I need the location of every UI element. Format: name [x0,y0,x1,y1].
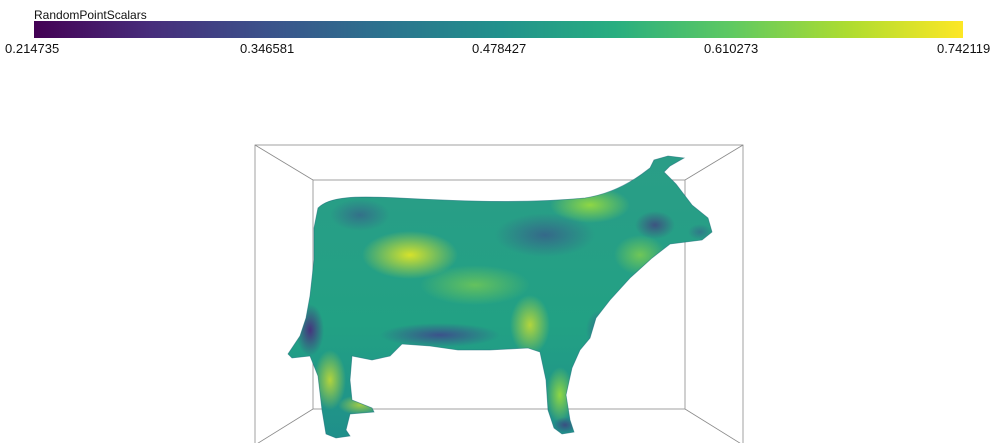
scalar-bar-tick-0: 0.214735 [5,41,60,56]
scalar-bar-gradient [34,21,963,38]
scalar-bar-tick-2: 0.478427 [472,41,527,56]
scalar-bar-tick-4: 0.742119 [937,41,991,56]
scalar-bar-tick-3: 0.610273 [704,41,759,56]
cow-mesh[interactable] [287,155,713,439]
scalar-bar-tick-1: 0.346581 [240,41,295,56]
scalar-bar-title: RandomPointScalars [34,8,147,22]
render-viewport[interactable] [0,60,993,443]
